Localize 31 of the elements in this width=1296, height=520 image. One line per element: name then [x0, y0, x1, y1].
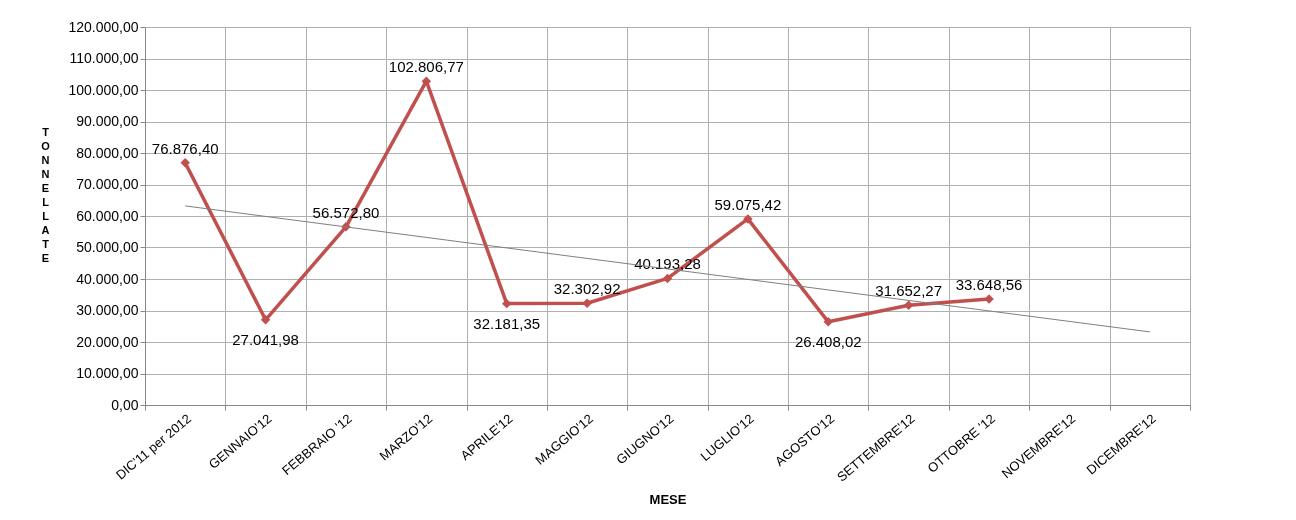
- data-label: 27.041,98: [232, 330, 299, 348]
- y-tick-label: 80.000,00: [76, 144, 139, 161]
- data-label: 59.075,42: [714, 195, 782, 213]
- point: [903, 300, 914, 311]
- y-tick-label: 0,00: [111, 396, 139, 413]
- point: [260, 315, 271, 325]
- x-axis-title: MESE: [649, 492, 687, 508]
- y-tick-label: 50.000,00: [76, 239, 139, 255]
- y-tick-label: 110.000,00: [69, 50, 139, 66]
- y-tick-label: 40.000,00: [76, 270, 139, 287]
- data-label: 26.408,02: [794, 332, 862, 350]
- y-tick-label: 90.000,00: [76, 113, 139, 129]
- point: [823, 317, 834, 327]
- data-label: 32.302,92: [553, 280, 621, 298]
- data-label: 33.648,56: [955, 276, 1023, 294]
- text: TONNELLATE: [41, 125, 50, 264]
- point: [180, 158, 190, 168]
- data-label: 76.876,40: [151, 139, 219, 157]
- data-label: 32.181,35: [473, 314, 541, 332]
- point: [421, 76, 432, 86]
- y-tick-label: 20.000,00: [76, 333, 139, 350]
- data-label: 31.652,27: [875, 282, 943, 300]
- y-tick-label: 70.000,00: [76, 176, 139, 192]
- y-tick-label: 120.000,00: [68, 18, 139, 35]
- y-tick-label: 30.000,00: [76, 302, 139, 318]
- point: [662, 273, 673, 284]
- point: [582, 298, 592, 308]
- y-tick-label: 60.000,00: [76, 207, 139, 224]
- data-label: 102.806,77: [388, 58, 464, 76]
- y-tick-label: 100.000,00: [68, 81, 139, 98]
- y-tick-label: 10.000,00: [76, 365, 139, 381]
